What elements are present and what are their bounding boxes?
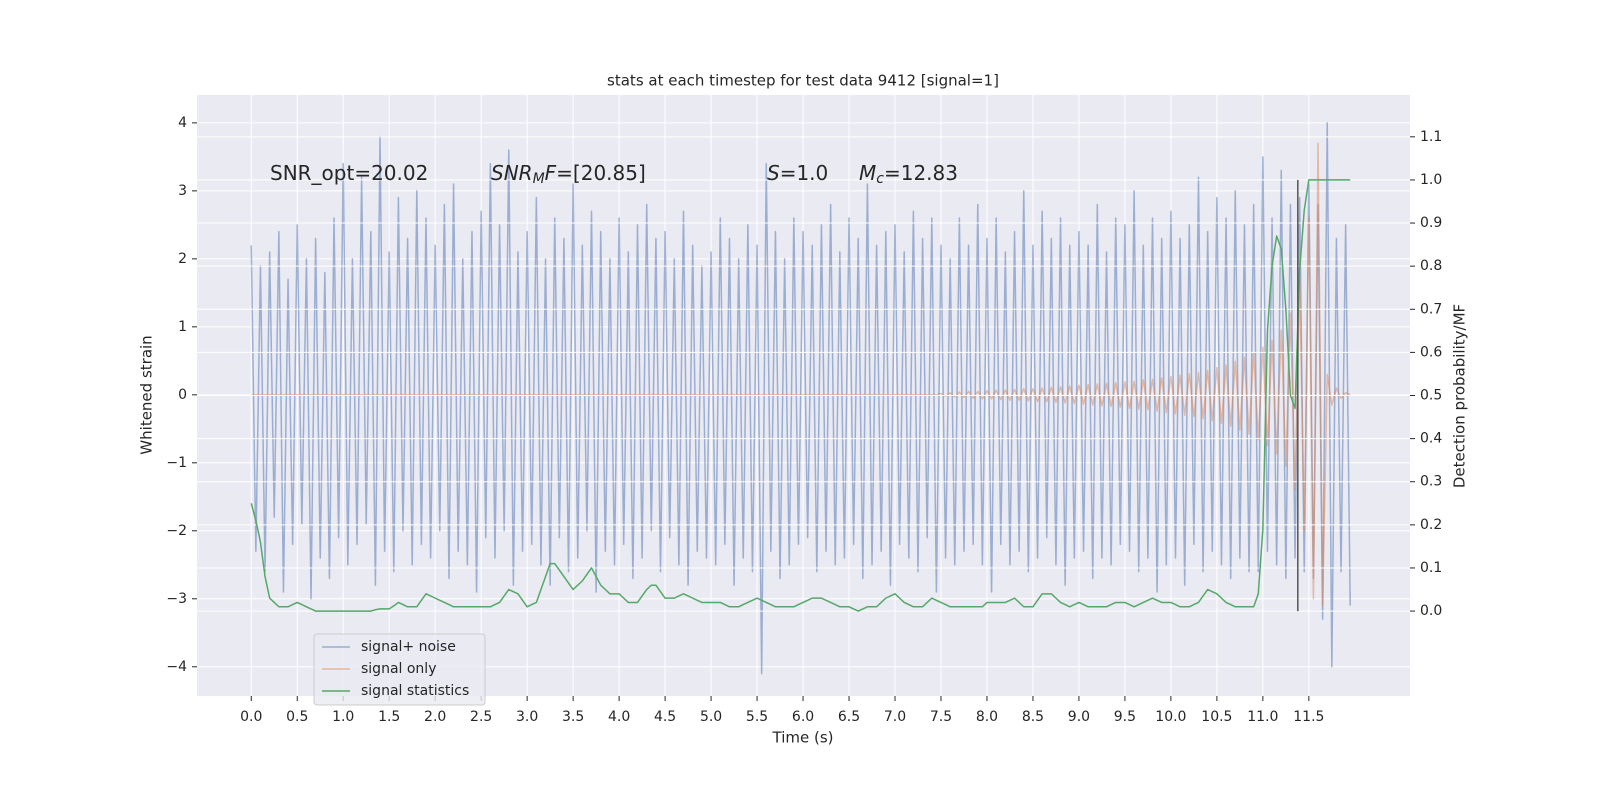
x-axis-label: Time (s)	[772, 729, 834, 747]
x-tick-label: 4.0	[608, 709, 630, 725]
y-axis-label: Whitened strain	[138, 335, 156, 454]
y-tick-label: −2	[166, 523, 187, 539]
plot-layer	[197, 95, 1410, 696]
x-tick-label: 2.5	[470, 709, 492, 725]
annotation: SNRMF=[20.85]	[491, 161, 646, 188]
x-tick-label: 10.0	[1155, 709, 1186, 725]
x-tick-label: 3.0	[516, 709, 538, 725]
y2-tick-label: 0.0	[1420, 603, 1442, 619]
y2-tick-label: 0.5	[1420, 388, 1442, 404]
y2-tick-label: 1.1	[1420, 129, 1442, 145]
y-tick-label: 2	[178, 251, 187, 267]
x-tick-label: 0.5	[286, 709, 308, 725]
y2-tick-label: 0.7	[1420, 301, 1442, 317]
legend: signal+ noise signal only signal statistic…	[313, 633, 486, 706]
x-tick-label: 4.5	[654, 709, 676, 725]
x-tick-label: 11.0	[1247, 709, 1278, 725]
x-tick-label: 8.5	[1022, 709, 1044, 725]
y-tick-label: 3	[178, 183, 187, 199]
annotation: S=1.0	[767, 161, 828, 185]
annotation-part: SNR	[491, 161, 533, 185]
legend-box	[313, 633, 486, 706]
y-tick-label: 4	[178, 115, 187, 131]
x-tick-label: 9.0	[1068, 709, 1090, 725]
x-tick-label: 0.0	[240, 709, 262, 725]
y-tick-label: 1	[178, 319, 187, 335]
y-tick-label: 0	[178, 387, 187, 403]
y2-tick-label: 0.4	[1420, 431, 1442, 447]
x-tick-label: 7.0	[884, 709, 906, 725]
y2-tick-label: 0.8	[1420, 258, 1442, 274]
x-tick-label: 1.5	[378, 709, 400, 725]
annotation-part: SNR_opt=20.02	[270, 161, 428, 185]
y2-tick-label: 0.6	[1420, 344, 1442, 360]
y2-tick-label: 0.3	[1420, 474, 1442, 490]
annotation: SNR_opt=20.02	[270, 161, 428, 185]
legend-label: signal statistics	[361, 683, 469, 699]
y-tick-label: −1	[166, 455, 187, 471]
y-tick-label: −3	[166, 591, 187, 607]
chart-title: stats at each timestep for test data 941…	[607, 72, 999, 90]
annotation-part: c	[876, 171, 884, 187]
series-line	[251, 142, 1351, 607]
x-tick-label: 5.0	[700, 709, 722, 725]
x-tick-label: 9.5	[1114, 709, 1136, 725]
legend-label: signal+ noise	[361, 639, 456, 655]
y2-tick-label: 0.1	[1420, 560, 1442, 576]
x-tick-label: 6.5	[838, 709, 860, 725]
annotation-part: M	[859, 161, 876, 185]
x-tick-label: 2.0	[424, 709, 446, 725]
annotation-part: =1.0	[780, 161, 829, 185]
x-tick-label: 6.0	[792, 709, 814, 725]
y2-axis-label: Detection probability/MF	[1451, 304, 1469, 488]
x-tick-label: 7.5	[930, 709, 952, 725]
annotation-part: F	[545, 161, 557, 185]
series-line	[250, 122, 1351, 675]
annotation-part: =[20.85]	[556, 161, 646, 185]
x-tick-label: 11.5	[1293, 709, 1324, 725]
y2-tick-label: 0.9	[1420, 215, 1442, 231]
annotation-part: =12.83	[884, 161, 958, 185]
x-tick-label: 5.5	[746, 709, 768, 725]
y2-tick-label: 0.2	[1420, 517, 1442, 533]
annotation-part: S	[767, 161, 780, 185]
series-line	[250, 179, 1351, 612]
y-tick-label: −4	[166, 659, 187, 675]
annotation-part: M	[533, 171, 545, 187]
x-tick-label: 10.5	[1201, 709, 1232, 725]
x-tick-label: 1.0	[332, 709, 354, 725]
x-tick-label: 3.5	[562, 709, 584, 725]
y2-tick-label: 1.0	[1420, 172, 1442, 188]
x-tick-label: 8.0	[976, 709, 998, 725]
annotation: Mc=12.83	[859, 161, 958, 188]
legend-label: signal only	[361, 661, 436, 677]
